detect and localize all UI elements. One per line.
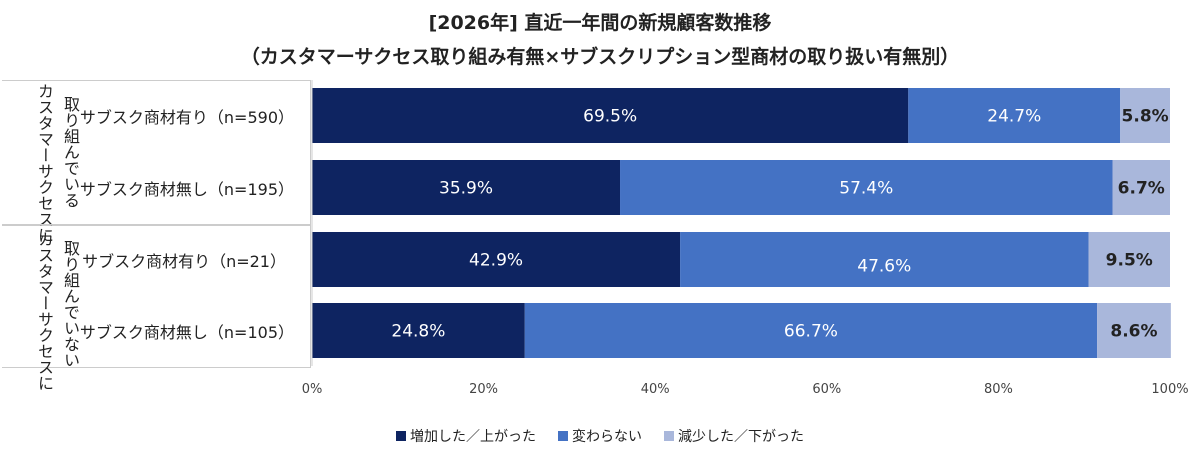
bar-segment [312, 160, 621, 215]
bar-segment [1097, 303, 1171, 358]
group-label: 取り組んでいない [61, 240, 80, 368]
data-label: 5.8% [1122, 107, 1169, 127]
data-label: 47.6% [857, 257, 911, 277]
chart-title: [2026年] 直近一年間の新規顧客数推移 [428, 12, 772, 34]
x-tick-label: 100% [1151, 382, 1188, 397]
x-tick-label: 60% [812, 382, 841, 397]
legend-label: 減少した／下がった [678, 429, 804, 445]
category-label: サブスク商材有り（n=21） [82, 252, 286, 271]
x-tick-label: 40% [641, 382, 670, 397]
data-label: 69.5% [583, 107, 637, 127]
bar-segment [1088, 232, 1170, 287]
x-tick-label: 20% [469, 382, 498, 397]
legend-item: 減少した／下がった [664, 426, 804, 446]
bar-segment [908, 88, 1121, 143]
data-label: 9.5% [1106, 251, 1153, 271]
legend-label: 増加した／上がった [410, 429, 536, 445]
chart-subtitle: （カスタマーサクセス取り組み有無×サブスクリプション型商材の取り扱い有無別） [240, 46, 960, 68]
bar-segment [312, 303, 525, 358]
group-label: 取り組んでいる [61, 96, 80, 208]
legend-item: 変わらない [558, 426, 642, 446]
data-label: 6.7% [1118, 179, 1165, 199]
legend-item: 増加した／上がった [396, 426, 536, 446]
data-label: 66.7% [784, 322, 838, 342]
x-tick-label: 80% [984, 382, 1013, 397]
data-label: 35.9% [439, 179, 493, 199]
data-label: 8.6% [1110, 322, 1157, 342]
group-label-box: カスタマーサクセスに 取り組んでいる [2, 80, 311, 243]
x-tick-label: 0% [302, 382, 323, 397]
data-label: 57.4% [839, 179, 893, 199]
legend-swatch [558, 431, 568, 441]
bar-segment [680, 232, 1089, 287]
bar-segment [1112, 160, 1170, 215]
data-label: 42.9% [469, 251, 523, 271]
bar-segment [312, 232, 681, 287]
category-label: サブスク商材無し（n=195） [79, 180, 294, 199]
legend-swatch [396, 431, 406, 441]
bar-segment [312, 88, 909, 143]
group-label: カスタマーサクセスに [35, 231, 54, 391]
data-label: 24.7% [987, 107, 1041, 127]
category-label: サブスク商材有り（n=590） [79, 108, 294, 127]
legend: 増加した／上がった 変わらない 減少した／下がった [0, 426, 1200, 446]
legend-label: 変わらない [572, 429, 642, 445]
legend-swatch [664, 431, 674, 441]
bar-segment [1120, 88, 1170, 143]
group-label: カスタマーサクセスに [35, 83, 54, 243]
bar-segment [620, 160, 1113, 215]
category-label: サブスク商材無し（n=105） [79, 323, 294, 342]
group-label-box: カスタマーサクセスに 取り組んでいない [2, 224, 311, 391]
bar-segment [524, 303, 1098, 358]
data-label: 24.8% [391, 322, 445, 342]
